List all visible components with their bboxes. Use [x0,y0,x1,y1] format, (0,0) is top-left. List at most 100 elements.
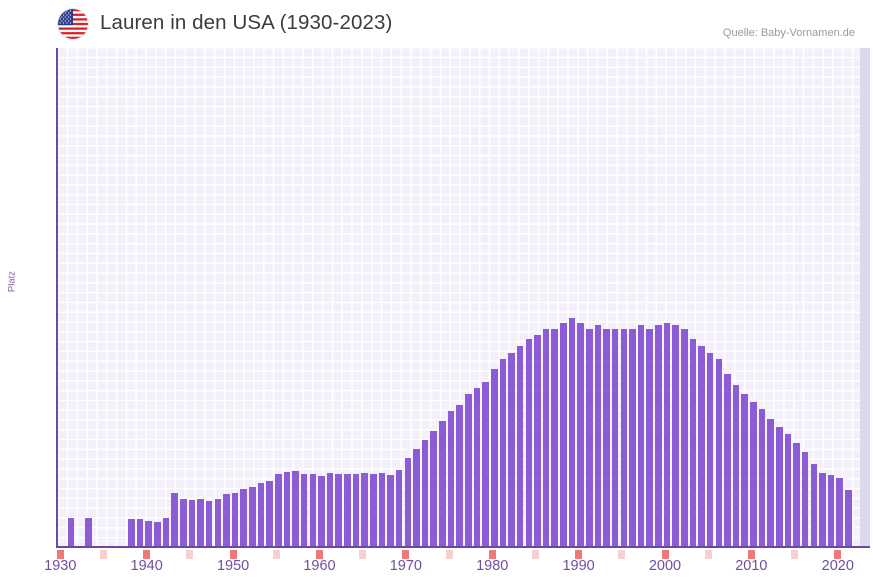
bar[interactable] [689,338,697,546]
bar[interactable] [326,472,334,546]
bar[interactable] [516,346,524,546]
bar[interactable] [205,501,213,546]
bar[interactable] [585,329,593,546]
bar[interactable] [465,394,472,546]
bar[interactable] [508,353,515,546]
bar[interactable] [801,452,809,546]
bar[interactable] [827,475,835,546]
bar[interactable] [629,329,636,546]
bar[interactable] [197,499,204,546]
x-axis-tick-label: 2020 [821,558,854,574]
x-axis-tick-label: 1990 [562,558,595,574]
x-tick-minor [186,550,194,559]
bar[interactable] [646,329,653,546]
bar[interactable] [447,411,455,546]
bar[interactable] [283,472,291,546]
bar[interactable] [793,443,800,546]
bar[interactable] [845,490,852,546]
x-tick-major [834,550,842,559]
bar[interactable] [387,474,394,546]
bar[interactable] [706,353,714,546]
bar[interactable] [292,471,299,546]
bar[interactable] [724,373,731,546]
bar[interactable] [698,346,705,546]
bar[interactable] [542,329,550,546]
bar[interactable] [663,322,671,546]
bar[interactable] [750,402,757,546]
x-tick-major [315,550,323,559]
bar[interactable] [784,433,792,546]
bar[interactable] [603,329,610,546]
bar[interactable] [620,329,628,546]
bar[interactable] [473,388,481,546]
bar[interactable] [162,517,170,546]
bar[interactable] [482,381,489,546]
bar[interactable] [560,322,567,546]
bar[interactable] [577,322,584,546]
bar[interactable] [680,329,688,546]
bar[interactable] [370,473,377,546]
bar[interactable] [413,448,420,546]
bar[interactable] [499,359,507,546]
bar[interactable] [128,519,135,546]
bar[interactable] [611,329,619,546]
bar[interactable] [257,483,265,546]
bar[interactable] [430,431,438,546]
bar[interactable] [171,492,178,546]
bar[interactable] [551,329,558,546]
bar[interactable] [456,404,463,546]
bar[interactable] [274,474,282,546]
bar[interactable] [249,486,256,546]
bar[interactable] [188,499,196,546]
bar[interactable] [810,463,818,546]
bar[interactable] [404,458,412,546]
bar[interactable] [300,474,308,546]
bar[interactable] [361,472,368,546]
bar[interactable] [335,473,343,546]
bar[interactable] [309,473,317,546]
bar[interactable] [767,418,774,546]
bar-series [58,48,870,546]
bar[interactable] [67,518,75,546]
bar[interactable] [318,476,325,546]
bar[interactable] [637,324,645,546]
bar[interactable] [568,317,576,546]
bar[interactable] [266,481,273,546]
x-tick-minor [100,550,107,559]
bar[interactable] [732,385,740,546]
bar[interactable] [352,473,360,546]
bar[interactable] [672,324,679,546]
bar[interactable] [594,324,602,546]
bar[interactable] [776,426,783,546]
bar[interactable] [240,489,247,546]
bar[interactable] [819,472,826,546]
bar[interactable] [490,369,498,546]
bar[interactable] [136,519,144,546]
bar[interactable] [421,440,429,546]
bar[interactable] [378,472,386,546]
x-tick-minor [531,550,539,559]
x-tick-major [229,550,237,559]
bar[interactable] [715,359,723,546]
bar[interactable] [223,494,230,546]
bar[interactable] [741,394,749,546]
bar[interactable] [231,492,239,546]
chart-header: Lauren in den USA (1930-2023) Quelle: Ba… [0,0,873,46]
bar[interactable] [145,521,152,546]
x-tick-minor [272,550,280,559]
bar[interactable] [395,470,403,546]
bar[interactable] [534,335,541,546]
bar[interactable] [214,498,222,546]
bar[interactable] [758,409,766,546]
bar[interactable] [439,420,446,546]
bar[interactable] [525,338,533,546]
bar[interactable] [154,521,161,546]
bar[interactable] [655,324,662,546]
bar[interactable] [344,473,351,546]
x-tick-major [143,550,151,559]
bar[interactable] [179,499,187,546]
bar[interactable] [84,518,92,546]
x-axis-tick-label: 1970 [389,558,422,574]
bar[interactable] [836,477,844,546]
